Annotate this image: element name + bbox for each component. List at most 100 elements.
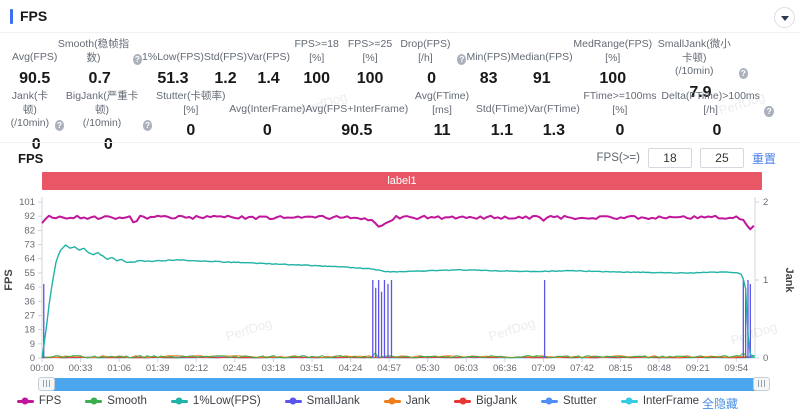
- stat-value: 90.5: [341, 122, 373, 139]
- svg-text:0: 0: [763, 353, 768, 364]
- stat-cell: Min(FPS) 83: [466, 38, 510, 102]
- svg-text:27: 27: [24, 310, 35, 321]
- reset-link[interactable]: 重置: [751, 151, 776, 166]
- legend-marker-icon: [16, 397, 34, 405]
- svg-text:46: 46: [24, 282, 35, 293]
- chart-legend: FPS Smooth 1%Low(FPS) SmallJank Jank BigJank S…: [0, 393, 716, 409]
- svg-text:64: 64: [24, 254, 35, 265]
- annotation-label-bar[interactable]: label1: [42, 172, 762, 190]
- svg-text:05:30: 05:30: [416, 363, 440, 373]
- collapse-button[interactable]: [774, 7, 795, 28]
- help-icon[interactable]: ?: [764, 106, 775, 118]
- svg-text:01:39: 01:39: [146, 363, 170, 373]
- fps-threshold-controls: FPS(>=) 重置: [597, 148, 776, 168]
- svg-text:101: 101: [19, 197, 35, 208]
- legend-item[interactable]: 1%Low(FPS): [170, 395, 261, 407]
- svg-text:00:00: 00:00: [30, 363, 54, 373]
- legend-label: InterFrame: [642, 395, 700, 407]
- stat-label: Avg(FPS+InterFrame): [305, 103, 409, 116]
- stat-label: Std(FTime): [475, 103, 528, 116]
- stat-cell: Std(FPS) 1.2: [204, 38, 247, 102]
- stat-cell: Avg(InterFrame) 0: [229, 90, 305, 154]
- stat-cell: Jank(卡顿) (/10min)? 0: [8, 90, 65, 154]
- svg-text:09:54: 09:54: [724, 363, 748, 373]
- legend-marker-icon: [620, 397, 638, 405]
- svg-text:07:09: 07:09: [532, 363, 556, 373]
- svg-text:73: 73: [24, 240, 35, 251]
- stat-label: FPS>=25 [%]: [347, 38, 393, 64]
- annotation-label-text: label1: [387, 175, 417, 187]
- stat-value: 100: [356, 70, 384, 88]
- stat-value: 1.4: [257, 70, 280, 87]
- stat-cell: Avg(FPS) 90.5: [12, 38, 57, 102]
- svg-text:92: 92: [24, 211, 35, 222]
- stat-label: Var(FTime): [527, 103, 580, 116]
- stat-label: Smooth(稳帧指数)?: [57, 38, 143, 66]
- svg-text:08:15: 08:15: [609, 363, 633, 373]
- stat-cell: Median(FPS) 91: [511, 38, 573, 102]
- caret-down-icon: [780, 15, 789, 25]
- help-icon[interactable]: ?: [142, 119, 153, 131]
- svg-text:36: 36: [24, 296, 35, 307]
- legend-marker-icon: [454, 397, 472, 405]
- stat-cell: Smooth(稳帧指数)? 0.7: [57, 38, 143, 102]
- legend-item[interactable]: FPS: [16, 395, 61, 407]
- legend-label: Stutter: [562, 395, 597, 407]
- stat-label: Median(FPS): [510, 51, 573, 64]
- help-icon[interactable]: ?: [132, 54, 143, 66]
- fps-threshold-input-high[interactable]: [699, 148, 744, 168]
- svg-text:82: 82: [24, 225, 35, 236]
- stats-row-2: Jank(卡顿) (/10min)? 0 BigJank(严重卡顿) (/10min…: [8, 90, 775, 154]
- fps-threshold-input-low[interactable]: [647, 148, 692, 168]
- help-icon[interactable]: ?: [54, 119, 65, 131]
- stat-value: 1.1: [490, 122, 513, 139]
- range-handle-right[interactable]: [753, 377, 770, 391]
- panel-header: FPS: [0, 0, 800, 33]
- stat-value: 0.7: [88, 70, 111, 88]
- stat-value: 0: [103, 135, 113, 153]
- fps-chart[interactable]: 0 9 18 27 36 46 55 64 73 82 92 101 0 1 2 FPS Jank 00:00 00…: [0, 192, 800, 374]
- svg-text:FPS: FPS: [3, 269, 15, 290]
- help-icon[interactable]: ?: [457, 54, 467, 66]
- legend-label: SmallJank: [306, 395, 360, 407]
- stat-label: Var(FPS): [247, 51, 291, 64]
- legend-item[interactable]: SmallJank: [284, 395, 360, 407]
- legend-item[interactable]: Smooth: [85, 395, 147, 407]
- range-handle-left[interactable]: [38, 377, 55, 391]
- stat-label: BigJank(严重卡顿) (/10min)?: [64, 90, 153, 131]
- legend-marker-icon: [284, 397, 302, 405]
- stat-cell: SmallJank(微小卡顿) (/10min)? 7.9: [653, 38, 749, 102]
- stat-label: Jank(卡顿) (/10min)?: [8, 90, 65, 131]
- stat-value: 83: [479, 70, 498, 87]
- legend-item[interactable]: BigJank: [454, 395, 517, 407]
- svg-text:04:24: 04:24: [339, 363, 363, 373]
- svg-text:02:12: 02:12: [184, 363, 208, 373]
- stat-value: 51.3: [157, 70, 189, 87]
- stat-cell: FTime>=100ms [%] 0: [580, 90, 660, 154]
- chart-range-scrollbar[interactable]: [38, 377, 770, 391]
- stat-value: 0: [427, 70, 437, 88]
- help-icon[interactable]: ?: [738, 67, 749, 79]
- svg-text:Jank: Jank: [783, 267, 795, 293]
- stat-value: 11: [433, 122, 451, 140]
- legend-item[interactable]: Jank: [383, 395, 430, 407]
- stat-label: SmallJank(微小卡顿) (/10min)?: [653, 38, 749, 79]
- legend-item[interactable]: Stutter: [540, 395, 597, 407]
- stat-value: 7.9: [689, 83, 712, 101]
- svg-text:08:48: 08:48: [647, 363, 671, 373]
- stat-cell: MedRange(FPS)[%] 100: [573, 38, 653, 102]
- stat-value: 0: [712, 122, 722, 140]
- stat-label: Avg(FPS): [12, 51, 58, 64]
- hide-all-link[interactable]: 全隐藏: [701, 397, 738, 409]
- range-track[interactable]: [46, 378, 762, 391]
- svg-text:06:36: 06:36: [493, 363, 517, 373]
- stat-label: Stutter(卡顿率) [%]: [156, 90, 226, 116]
- stat-label: Delta(FTime)>100ms [/h]?: [660, 90, 775, 118]
- svg-text:07:42: 07:42: [570, 363, 594, 373]
- legend-item[interactable]: InterFrame: [620, 395, 700, 407]
- stat-cell: Std(FTime) 1.1: [476, 90, 528, 154]
- legend-label: 1%Low(FPS): [192, 395, 261, 407]
- stat-cell: FPS>=18 [%] 100: [290, 38, 343, 102]
- legend-label: Smooth: [107, 395, 147, 407]
